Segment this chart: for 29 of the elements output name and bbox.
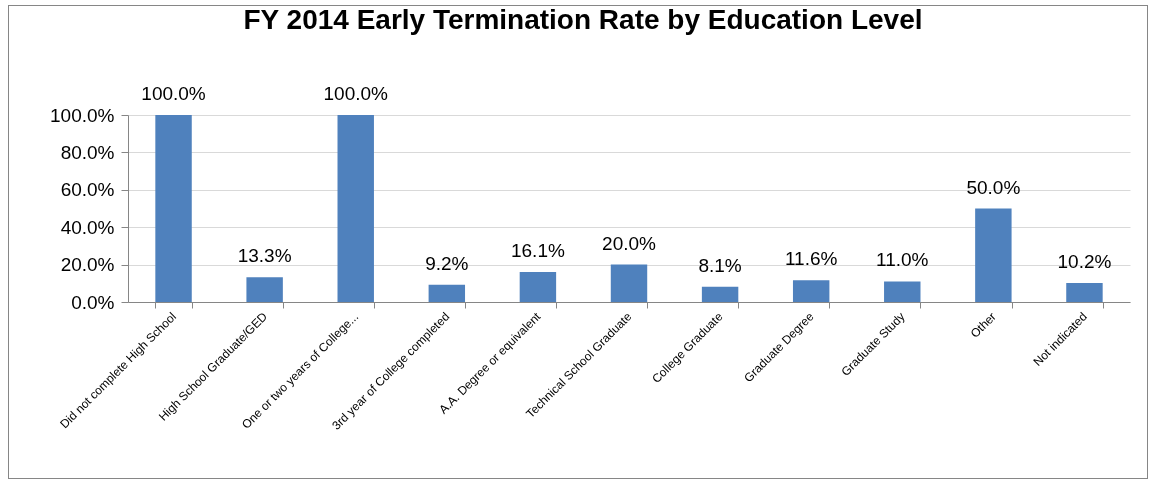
- bar: [1066, 282, 1103, 302]
- bar: [337, 115, 374, 302]
- bar: [155, 115, 192, 302]
- y-tick-label: 40.0%: [60, 216, 115, 238]
- bar: [701, 286, 739, 302]
- data-label: 16.1%: [510, 239, 565, 261]
- data-label: 100.0%: [141, 83, 206, 104]
- y-tick-label: 20.0%: [60, 254, 115, 276]
- bar: [975, 208, 1012, 302]
- data-label: 11.0%: [876, 249, 929, 271]
- bar: [246, 277, 283, 302]
- data-label: 100.0%: [323, 83, 389, 104]
- y-tick-label: 80.0%: [60, 141, 115, 163]
- bar: [428, 284, 466, 302]
- data-label: 13.3%: [237, 245, 292, 267]
- bar: [519, 271, 557, 302]
- y-tick-label: 100.0%: [50, 104, 115, 126]
- bar: [884, 281, 921, 302]
- data-label: 20.0%: [602, 232, 657, 254]
- chart-title: FY 2014 Early Termination Rate by Education Level: [243, 4, 923, 35]
- data-label: 50.0%: [966, 176, 1021, 198]
- data-label: 11.6%: [784, 248, 838, 270]
- y-tick-label: 0.0%: [71, 291, 115, 313]
- data-label: 9.2%: [425, 252, 469, 274]
- data-label: 8.1%: [698, 254, 742, 276]
- bar: [792, 280, 830, 302]
- y-tick-label: 60.0%: [60, 179, 115, 201]
- data-label: 10.2%: [1057, 250, 1112, 272]
- bar: [610, 264, 648, 302]
